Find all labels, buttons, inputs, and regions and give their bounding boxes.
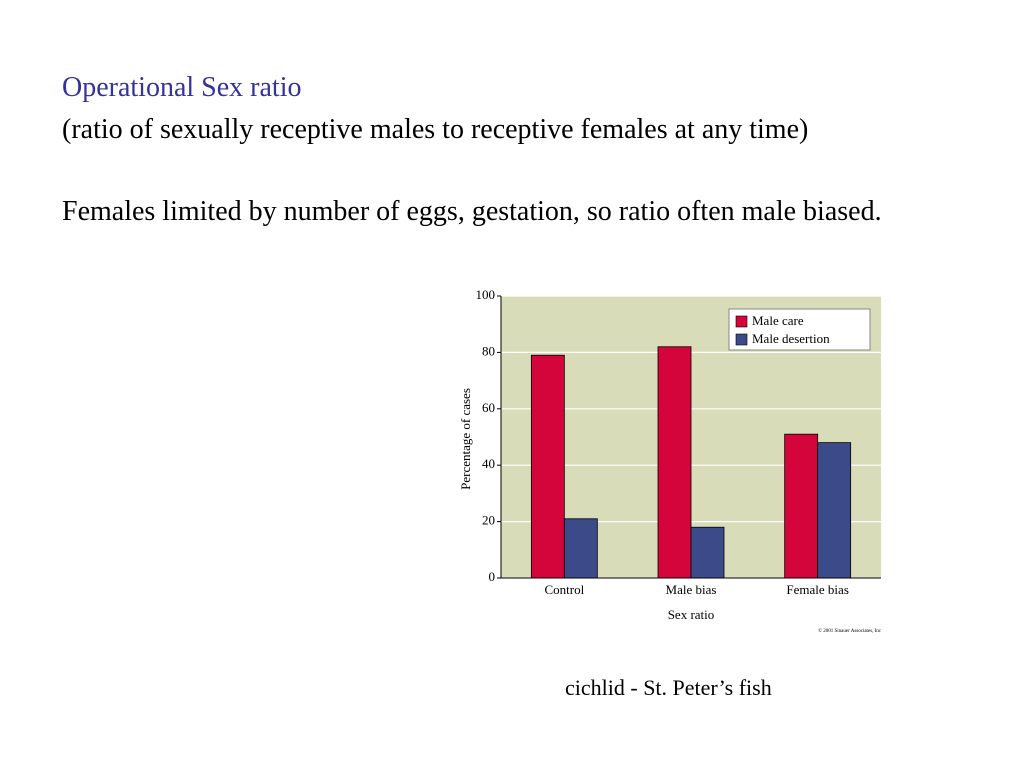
slide-title: Operational Sex ratio: [62, 72, 302, 103]
x-tick-label: Control: [544, 582, 584, 597]
credit: © 2001 Sinauer Associates, Inc: [818, 628, 882, 634]
y-tick-label: 20: [482, 513, 495, 528]
legend-label: Male desertion: [752, 331, 830, 346]
y-tick-label: 100: [476, 287, 496, 302]
y-tick-label: 40: [482, 456, 495, 471]
x-tick-label: Male bias: [666, 582, 717, 597]
legend-box: [728, 308, 871, 351]
bar: [657, 346, 692, 579]
bar: [817, 442, 852, 579]
y-axis-label: Percentage of cases: [458, 388, 473, 490]
slide-body: Females limited by number of eggs, gesta…: [62, 196, 882, 227]
bar: [530, 354, 565, 579]
bar: [784, 433, 819, 579]
legend-swatch: [735, 333, 748, 346]
legend-swatch: [735, 315, 748, 328]
y-tick-label: 80: [482, 343, 495, 358]
bar: [690, 526, 725, 579]
x-axis-label: Sex ratio: [668, 607, 715, 622]
slide-subtitle: (ratio of sexually receptive males to re…: [62, 114, 809, 145]
y-tick-label: 0: [489, 569, 496, 584]
bar: [563, 518, 598, 579]
y-tick-label: 60: [482, 400, 495, 415]
x-tick-label: Female bias: [786, 582, 848, 597]
legend-label: Male care: [752, 313, 804, 328]
caption: cichlid - St. Peter’s fish: [565, 675, 772, 700]
